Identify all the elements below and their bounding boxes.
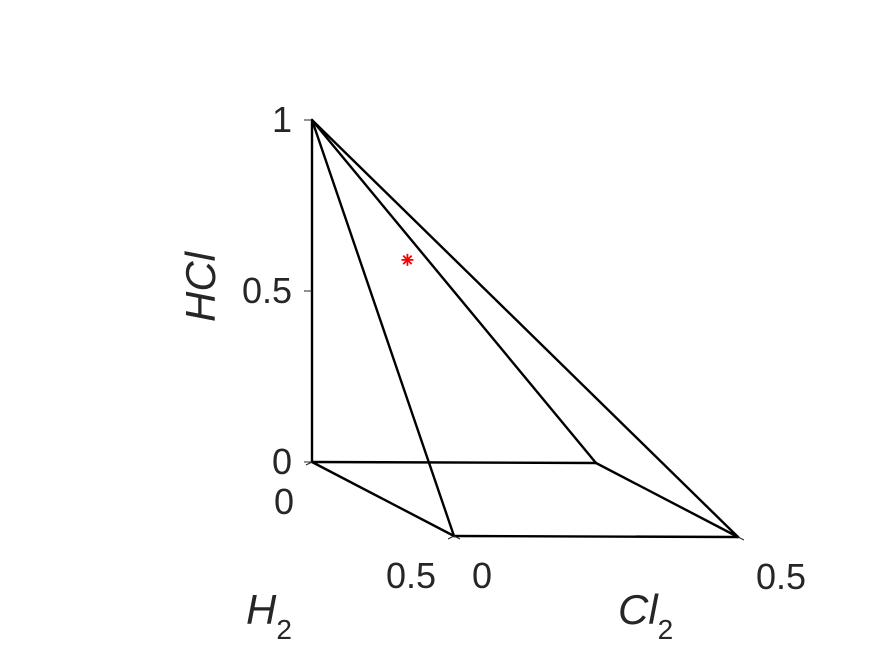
pyramid-edges bbox=[310, 118, 740, 539]
y-tick-1 bbox=[737, 536, 745, 541]
x-tick-0 bbox=[305, 461, 313, 466]
z-tick-label-0: 0 bbox=[272, 441, 292, 482]
edge-T-C bbox=[310, 118, 740, 539]
axis-ticks bbox=[304, 119, 745, 541]
edge-C-B bbox=[594, 461, 740, 539]
y-tick-label-0: 0 bbox=[472, 555, 492, 596]
y-axis-label: Cl2 bbox=[618, 586, 673, 645]
edge-B-O bbox=[310, 460, 598, 465]
y-tick-label-1: 0.5 bbox=[756, 556, 806, 597]
z-axis-label: HCl bbox=[177, 250, 224, 322]
x-axis-label: H2 bbox=[246, 586, 292, 645]
data-points bbox=[401, 253, 414, 266]
x-tick-1 bbox=[447, 535, 455, 540]
y-tick-0 bbox=[453, 535, 461, 540]
x-tick-label-1: 0.5 bbox=[386, 555, 436, 596]
data-point-0 bbox=[401, 253, 414, 266]
edge-T-A bbox=[310, 118, 456, 538]
edge-T-B bbox=[310, 118, 598, 465]
y-axis-label-main: Cl bbox=[618, 586, 659, 633]
x-tick-label-0: 0 bbox=[274, 481, 294, 522]
z-tick-label-1: 0.5 bbox=[242, 270, 292, 311]
edge-A-C bbox=[452, 534, 740, 539]
z-tick-label-2: 1 bbox=[272, 99, 292, 140]
axis-tick-labels: 0 0.5 1 0 0.5 0 0.5 bbox=[242, 99, 806, 597]
x-axis-label-subscript: 2 bbox=[276, 614, 292, 645]
x-axis-label-main: H bbox=[246, 586, 277, 633]
y-axis-label-subscript: 2 bbox=[658, 614, 674, 645]
edge-O-A bbox=[310, 460, 456, 538]
